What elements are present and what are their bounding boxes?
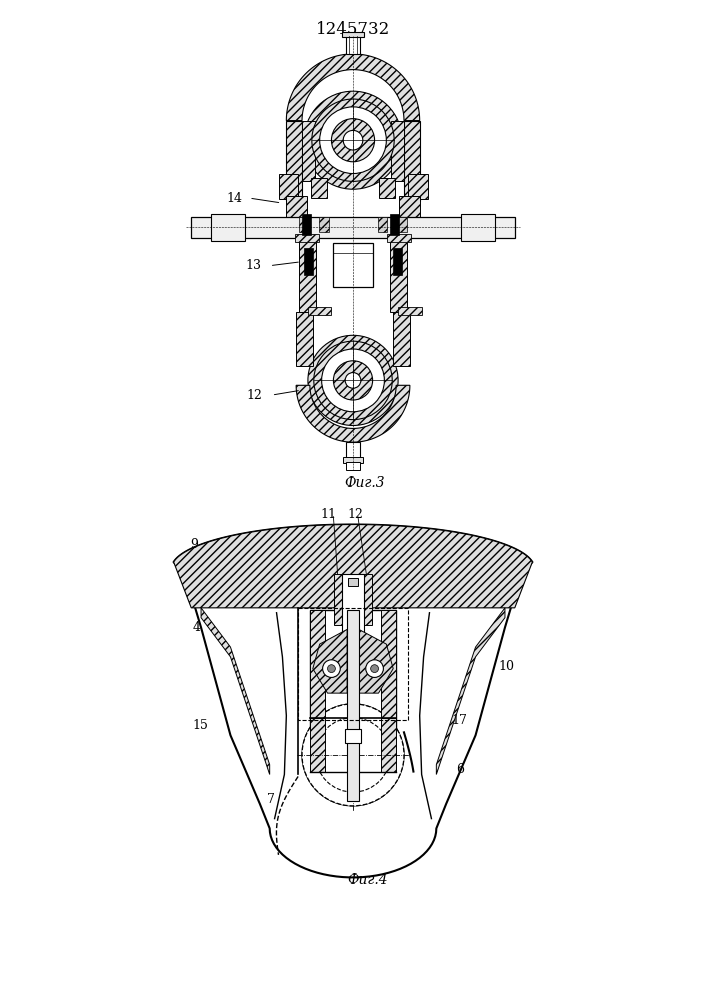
Bar (346, 36, 360, 54)
Polygon shape (174, 525, 532, 877)
Circle shape (312, 99, 395, 181)
Bar (399, 196, 420, 235)
Bar (346, 442, 360, 460)
Bar (364, 574, 372, 625)
Text: 13: 13 (246, 259, 262, 272)
Bar (334, 243, 373, 287)
Circle shape (316, 718, 390, 792)
Bar (279, 174, 298, 199)
Circle shape (320, 107, 386, 174)
Bar (393, 312, 410, 366)
Circle shape (314, 341, 392, 420)
Bar (378, 217, 387, 232)
Circle shape (302, 704, 404, 806)
Bar (345, 729, 361, 743)
Circle shape (322, 349, 385, 412)
Bar (342, 32, 364, 37)
Bar (319, 217, 329, 232)
Bar (398, 307, 421, 315)
Bar (380, 178, 395, 198)
Bar (347, 610, 359, 801)
Text: 11: 11 (320, 508, 337, 521)
Text: 15: 15 (192, 719, 208, 732)
Circle shape (334, 361, 373, 400)
Text: 14: 14 (226, 192, 243, 205)
Circle shape (304, 91, 402, 189)
Circle shape (327, 665, 335, 673)
Bar (387, 234, 411, 242)
Bar (298, 608, 408, 720)
Circle shape (302, 704, 404, 806)
Bar (192, 217, 515, 238)
Text: Фиг.3: Фиг.3 (344, 476, 385, 490)
Bar (408, 174, 428, 199)
Bar (286, 121, 302, 201)
Bar (211, 214, 245, 241)
Text: 12: 12 (246, 389, 262, 402)
Polygon shape (174, 525, 532, 608)
Polygon shape (359, 629, 393, 693)
Bar (296, 312, 312, 366)
Bar (286, 196, 307, 235)
Text: 10: 10 (498, 660, 514, 673)
Text: Фиг.4: Фиг.4 (347, 873, 388, 887)
Bar (308, 307, 332, 315)
Circle shape (345, 373, 361, 388)
Bar (304, 248, 312, 275)
Bar (390, 238, 407, 312)
Bar (334, 574, 342, 625)
Bar (348, 578, 358, 586)
Circle shape (343, 130, 363, 150)
Bar (397, 217, 407, 232)
Bar (302, 214, 311, 235)
Bar (391, 121, 404, 181)
Bar (342, 574, 364, 639)
Circle shape (332, 119, 375, 162)
Bar (310, 718, 325, 772)
Bar (393, 248, 402, 275)
Text: A: A (328, 735, 335, 744)
Polygon shape (436, 608, 505, 774)
Bar (404, 121, 420, 201)
Text: 17: 17 (451, 714, 467, 727)
Circle shape (316, 718, 390, 792)
Text: 4: 4 (193, 621, 201, 634)
Bar (299, 238, 316, 312)
Bar (311, 178, 327, 198)
Text: 9: 9 (190, 538, 198, 551)
Text: 7: 7 (267, 793, 274, 806)
Polygon shape (296, 385, 410, 442)
Circle shape (370, 665, 378, 673)
Text: 12: 12 (347, 508, 363, 521)
Bar (461, 214, 495, 241)
Bar (310, 610, 396, 772)
Bar (310, 610, 325, 718)
Polygon shape (201, 608, 269, 774)
Bar (302, 121, 315, 181)
Circle shape (366, 660, 383, 677)
Bar (295, 234, 319, 242)
Bar (299, 217, 309, 232)
Text: 1245732: 1245732 (316, 21, 390, 38)
Circle shape (322, 660, 340, 677)
Polygon shape (312, 629, 347, 693)
Bar (346, 462, 360, 470)
Bar (390, 214, 399, 235)
Circle shape (308, 335, 398, 425)
Bar (382, 610, 396, 718)
Polygon shape (286, 54, 420, 121)
Bar (343, 457, 363, 463)
Bar (382, 718, 396, 772)
Text: 6: 6 (456, 763, 464, 776)
